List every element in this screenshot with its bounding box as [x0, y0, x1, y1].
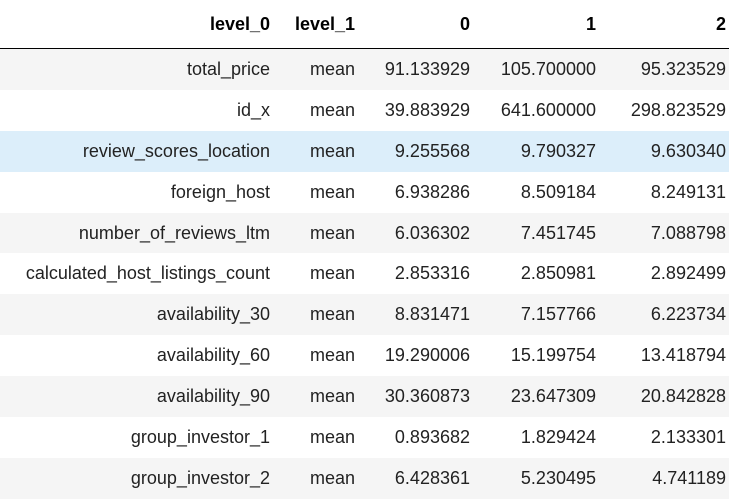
cell-value-1: 15.199754 — [473, 335, 599, 377]
cell-value-1: 8.509184 — [473, 171, 599, 213]
cell-value-0: 6.428361 — [358, 457, 473, 499]
table-row[interactable]: group_investor_1 mean 0.893682 1.829424 … — [0, 417, 729, 458]
cell-level-1: mean — [273, 89, 358, 131]
table-row[interactable]: calculated_host_listings_count mean 2.85… — [0, 253, 729, 295]
cell-level-0: availability_60 — [0, 335, 273, 377]
cell-value-1: 641.600000 — [473, 89, 599, 131]
cell-value-2: 7.088798 — [599, 212, 729, 254]
header-row: level_0 level_1 0 1 2 — [0, 0, 729, 49]
cell-level-1: mean — [273, 335, 358, 377]
cell-value-2: 6.223734 — [599, 294, 729, 336]
cell-level-1: mean — [273, 294, 358, 336]
cell-value-0: 91.133929 — [358, 48, 473, 90]
table-body: total_price mean 91.133929 105.700000 95… — [0, 48, 729, 499]
cell-level-1: mean — [273, 48, 358, 90]
cell-level-0: group_investor_2 — [0, 457, 273, 499]
cell-value-0: 39.883929 — [358, 89, 473, 131]
table-row[interactable]: number_of_reviews_ltm mean 6.036302 7.45… — [0, 212, 729, 254]
table-row[interactable]: id_x mean 39.883929 641.600000 298.82352… — [0, 89, 729, 131]
cell-value-2: 13.418794 — [599, 335, 729, 377]
cell-value-0: 30.360873 — [358, 376, 473, 418]
cell-level-0: total_price — [0, 48, 273, 90]
cell-level-1: mean — [273, 130, 358, 172]
cell-value-2: 2.892499 — [599, 253, 729, 295]
table-row[interactable]: availability_30 mean 8.831471 7.157766 6… — [0, 294, 729, 336]
cell-value-2: 4.741189 — [599, 457, 729, 499]
cell-value-0: 9.255568 — [358, 130, 473, 172]
cell-level-1: mean — [273, 171, 358, 213]
cell-level-0: availability_30 — [0, 294, 273, 336]
cell-level-0: group_investor_1 — [0, 417, 273, 458]
cell-value-1: 7.451745 — [473, 212, 599, 254]
table-row[interactable]: foreign_host mean 6.938286 8.509184 8.24… — [0, 171, 729, 213]
cell-level-1: mean — [273, 253, 358, 295]
cell-value-0: 6.938286 — [358, 171, 473, 213]
cell-value-1: 1.829424 — [473, 417, 599, 458]
cell-value-1: 2.850981 — [473, 253, 599, 295]
table-header: level_0 level_1 0 1 2 — [0, 0, 729, 49]
cell-value-0: 6.036302 — [358, 212, 473, 254]
cell-level-0: number_of_reviews_ltm — [0, 212, 273, 254]
table-row[interactable]: group_investor_2 mean 6.428361 5.230495 … — [0, 457, 729, 499]
cell-value-0: 2.853316 — [358, 253, 473, 295]
cell-value-0: 19.290006 — [358, 335, 473, 377]
cell-value-1: 9.790327 — [473, 130, 599, 172]
table-row[interactable]: availability_90 mean 30.360873 23.647309… — [0, 376, 729, 418]
cell-value-2: 20.842828 — [599, 376, 729, 418]
cell-value-1: 5.230495 — [473, 457, 599, 499]
cell-level-1: mean — [273, 457, 358, 499]
cell-value-2: 298.823529 — [599, 89, 729, 131]
cell-level-1: mean — [273, 376, 358, 418]
cell-level-0: calculated_host_listings_count — [0, 253, 273, 295]
cell-level-0: availability_90 — [0, 376, 273, 418]
cell-value-2: 95.323529 — [599, 48, 729, 90]
cell-level-1: mean — [273, 417, 358, 458]
cell-value-2: 9.630340 — [599, 130, 729, 172]
column-header-2[interactable]: 2 — [599, 0, 729, 49]
cell-value-0: 8.831471 — [358, 294, 473, 336]
column-header-level-0[interactable]: level_0 — [0, 0, 273, 49]
cell-level-1: mean — [273, 212, 358, 254]
cell-level-0: foreign_host — [0, 171, 273, 213]
cell-value-1: 105.700000 — [473, 48, 599, 90]
column-header-level-1[interactable]: level_1 — [273, 0, 358, 49]
column-header-0[interactable]: 0 — [358, 0, 473, 49]
table-row[interactable]: total_price mean 91.133929 105.700000 95… — [0, 48, 729, 90]
cell-value-1: 7.157766 — [473, 294, 599, 336]
cell-value-1: 23.647309 — [473, 376, 599, 418]
cell-level-0: id_x — [0, 89, 273, 131]
table-row-hovered[interactable]: review_scores_location mean 9.255568 9.7… — [0, 130, 729, 172]
cell-value-0: 0.893682 — [358, 417, 473, 458]
cell-level-0: review_scores_location — [0, 130, 273, 172]
cell-value-2: 2.133301 — [599, 417, 729, 458]
cell-value-2: 8.249131 — [599, 171, 729, 213]
table-row[interactable]: availability_60 mean 19.290006 15.199754… — [0, 335, 729, 377]
column-header-1[interactable]: 1 — [473, 0, 599, 49]
